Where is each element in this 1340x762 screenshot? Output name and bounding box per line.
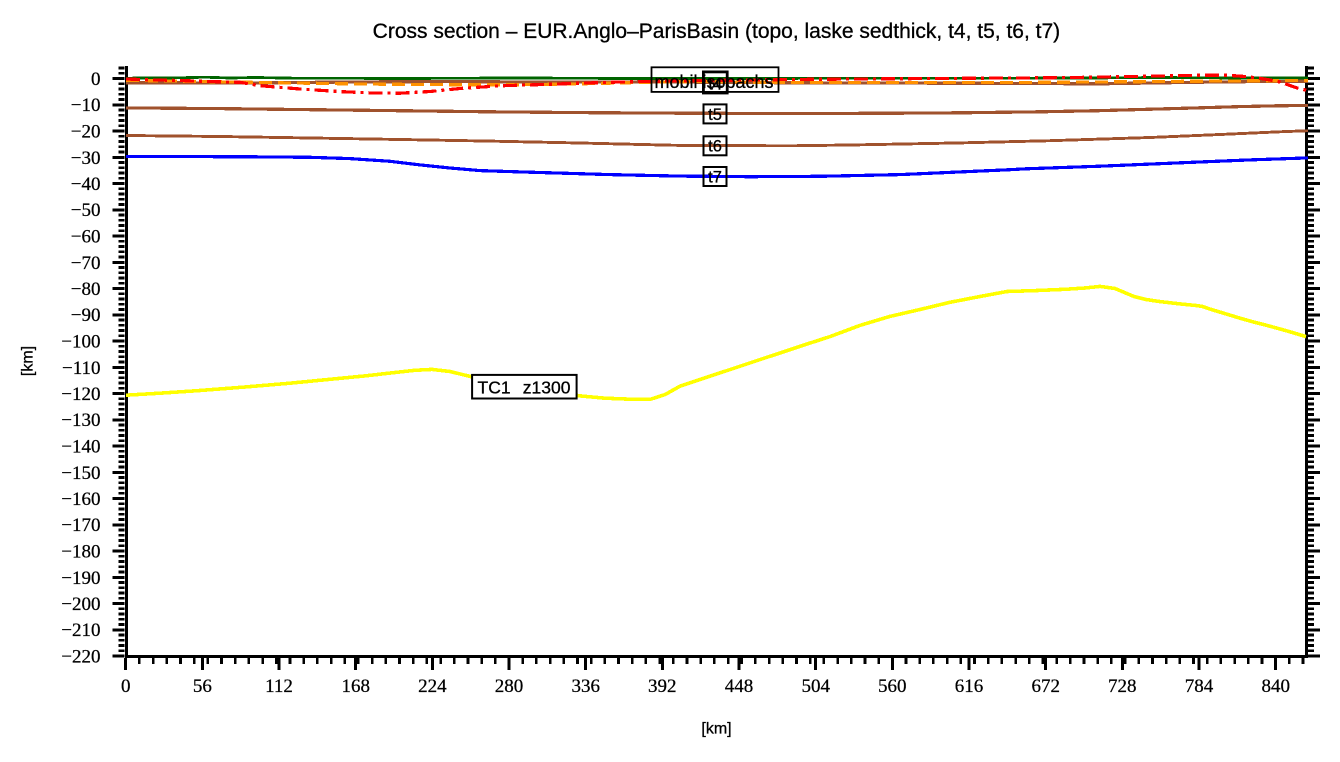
svg-text:280: 280: [495, 676, 524, 697]
svg-text:−160: −160: [61, 489, 100, 510]
svg-text:784: 784: [1185, 676, 1214, 697]
svg-text:0: 0: [91, 69, 101, 90]
svg-text:−20: −20: [71, 122, 101, 143]
svg-text:−80: −80: [71, 279, 101, 300]
svg-text:−200: −200: [61, 594, 100, 615]
svg-text:−150: −150: [61, 463, 100, 484]
svg-text:−90: −90: [71, 305, 101, 326]
svg-text:TC1: TC1: [478, 378, 511, 398]
svg-text:t6: t6: [708, 138, 722, 156]
svg-text:504: 504: [801, 676, 830, 697]
svg-text:560: 560: [878, 676, 907, 697]
svg-text:−50: −50: [71, 200, 101, 221]
svg-text:112: 112: [265, 676, 293, 697]
svg-text:Cross section – EUR.Anglo–Pari: Cross section – EUR.Anglo–ParisBasin (to…: [373, 20, 1060, 43]
svg-text:−120: −120: [61, 384, 100, 405]
svg-text:56: 56: [193, 676, 212, 697]
svg-text:336: 336: [571, 676, 600, 697]
svg-text:728: 728: [1108, 676, 1137, 697]
svg-text:t7: t7: [708, 169, 722, 187]
svg-text:−180: −180: [61, 542, 100, 563]
svg-text:−210: −210: [61, 620, 100, 641]
svg-text:t5: t5: [708, 106, 722, 124]
svg-text:840: 840: [1261, 676, 1290, 697]
svg-text:[km]: [km]: [701, 721, 731, 738]
svg-text:−100: −100: [61, 332, 100, 353]
svg-text:−40: −40: [71, 174, 101, 195]
svg-text:−170: −170: [61, 515, 100, 536]
svg-text:448: 448: [725, 676, 754, 697]
svg-text:0: 0: [121, 676, 131, 697]
svg-text:392: 392: [648, 676, 677, 697]
svg-text:−190: −190: [61, 568, 100, 589]
svg-text:mobil isopachs: mobil isopachs: [655, 72, 774, 92]
svg-text:t4: t4: [708, 75, 722, 94]
svg-text:−70: −70: [71, 253, 101, 274]
svg-text:−30: −30: [71, 148, 101, 169]
svg-text:−220: −220: [61, 647, 100, 668]
svg-text:−60: −60: [71, 227, 101, 248]
svg-text:672: 672: [1031, 676, 1060, 697]
svg-text:z1300: z1300: [523, 378, 571, 398]
svg-text:168: 168: [341, 676, 370, 697]
svg-text:[km]: [km]: [19, 346, 36, 376]
svg-text:−10: −10: [71, 95, 101, 116]
svg-text:−130: −130: [61, 410, 100, 431]
svg-text:−140: −140: [61, 437, 100, 458]
svg-text:616: 616: [955, 676, 984, 697]
svg-text:224: 224: [418, 676, 447, 697]
svg-text:−110: −110: [62, 358, 101, 379]
